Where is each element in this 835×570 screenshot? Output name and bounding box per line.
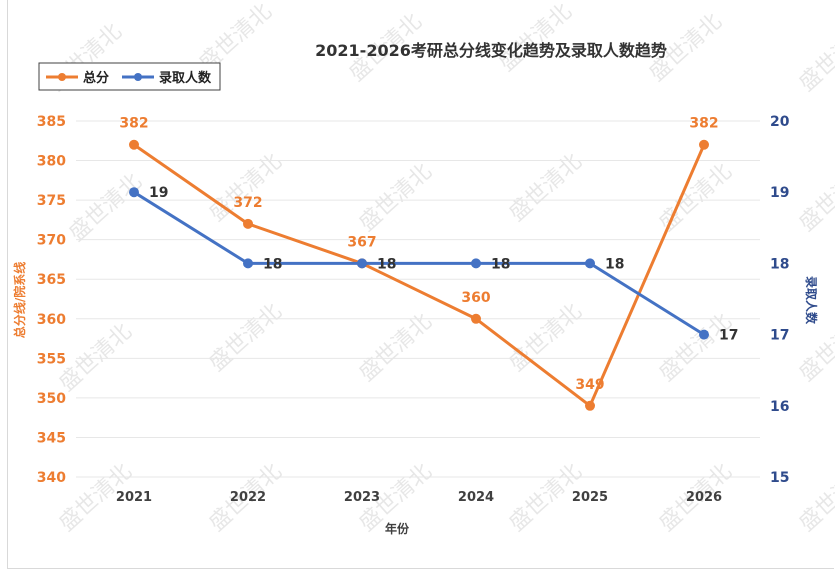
y-left-tick-label: 355 (37, 351, 66, 367)
y-left-axis-label: 总分线/院系线 (12, 262, 27, 338)
y-right-tick-label: 15 (770, 470, 789, 486)
data-point-admitted (243, 258, 253, 269)
data-label-admitted: 18 (377, 256, 396, 272)
y-left-tick-label: 375 (37, 193, 66, 209)
series-line-total (133, 143, 706, 408)
y-right-tick-label: 17 (770, 328, 789, 344)
data-point-admitted (585, 258, 595, 269)
data-label-total: 382 (689, 116, 718, 132)
y-left-tick-label: 380 (37, 154, 66, 170)
y-left-tick-label: 340 (37, 470, 66, 486)
y-right-tick-label: 19 (770, 185, 789, 201)
y-left-tick-label: 385 (37, 114, 66, 130)
legend-label-admitted: 录取人数 (159, 70, 212, 86)
data-point-admitted (129, 187, 139, 198)
data-label-total: 372 (233, 195, 262, 211)
data-label-total: 367 (347, 234, 376, 250)
data-point-total (585, 400, 595, 411)
series-line-admitted (133, 190, 705, 336)
data-point-total (129, 139, 139, 150)
x-axis-label: 年份 (385, 521, 410, 536)
data-label-total: 349 (575, 377, 604, 393)
x-tick-label: 2022 (230, 490, 266, 505)
data-label-admitted: 19 (149, 185, 168, 201)
y-left-tick-label: 345 (37, 430, 66, 446)
legend-label-total: 总分 (83, 70, 109, 86)
legend-marker-admitted (134, 73, 142, 81)
chart-frame (7, 0, 834, 569)
data-label-admitted: 18 (491, 256, 510, 272)
data-label-admitted: 17 (719, 328, 738, 344)
y-left-tick-label: 360 (37, 312, 66, 328)
data-point-total (471, 313, 481, 324)
chart-title: 2021-2026考研总分线变化趋势及录取人数趋势 (315, 41, 667, 60)
y-right-axis-label: 录取人数 (804, 276, 819, 325)
data-point-admitted (699, 329, 709, 340)
x-tick-label: 2025 (572, 490, 608, 505)
data-label-total: 360 (461, 290, 490, 306)
data-point-admitted (471, 258, 481, 269)
y-right-tick-label: 16 (770, 399, 789, 415)
data-point-total (243, 218, 253, 229)
data-point-admitted (357, 258, 367, 269)
y-left-tick-label: 365 (37, 272, 66, 288)
x-tick-label: 2023 (344, 490, 380, 505)
x-tick-label: 2026 (686, 490, 722, 505)
y-left-tick-label: 350 (37, 391, 66, 407)
data-label-admitted: 18 (605, 256, 624, 272)
x-tick-label: 2024 (458, 490, 494, 505)
x-tick-label: 2021 (116, 490, 152, 505)
data-point-total (699, 139, 709, 150)
y-left-tick-label: 370 (37, 233, 66, 249)
legend-marker-total (58, 73, 66, 81)
data-label-admitted: 18 (263, 256, 282, 272)
data-label-total: 382 (119, 116, 148, 132)
y-right-tick-label: 20 (770, 114, 790, 130)
y-right-tick-label: 18 (770, 256, 789, 272)
